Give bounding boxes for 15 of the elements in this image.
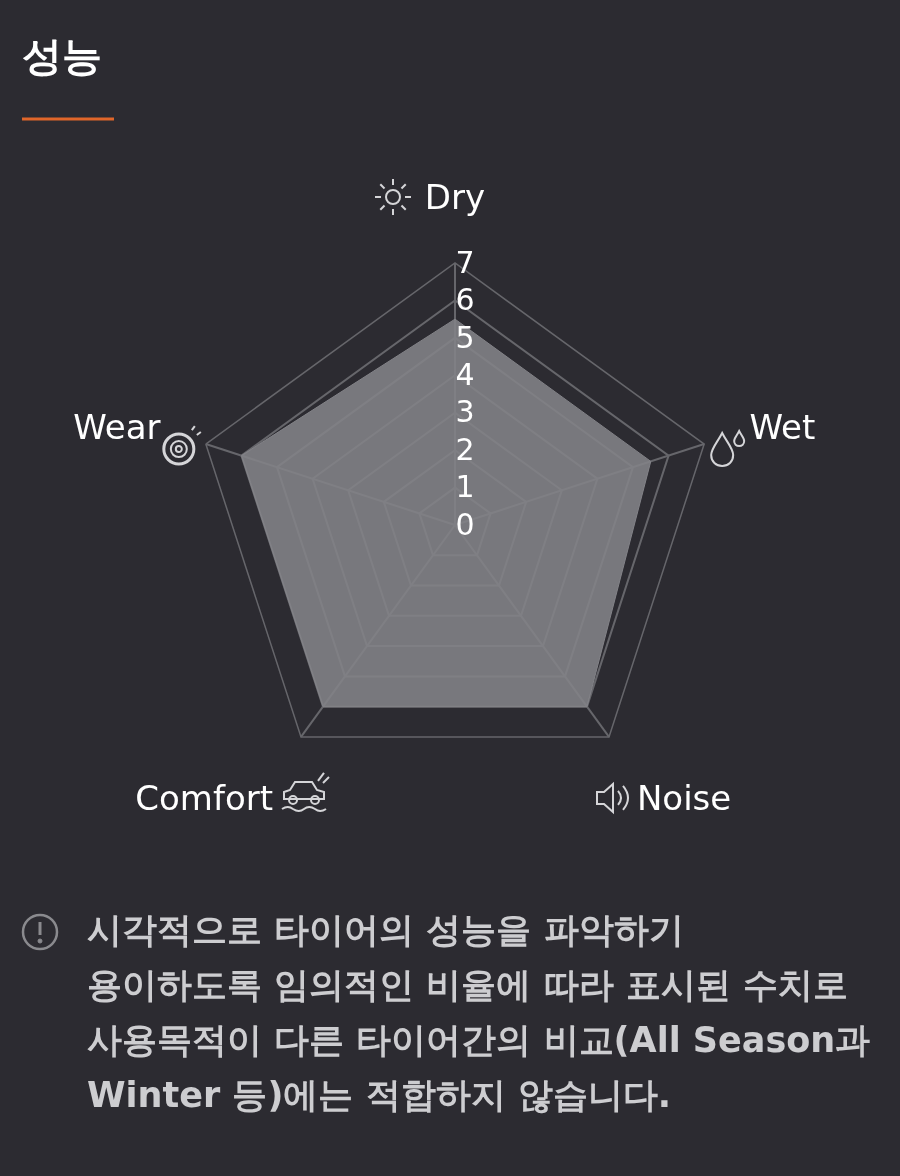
y-tick-label: 7	[455, 244, 475, 280]
spoke-label: Noise	[636, 777, 732, 818]
text: 시각적으로 타이어의 성능을 파악하기 용이하도록 임의적인 비율에 따라 표시된 수치로 사용목적이 다른 타이어간의 비교(All Season과 Winter 등)에는 적합하지 않습니다.	[87, 910, 871, 1115]
y-tick-label: 3	[455, 394, 475, 430]
spoke-label: Dry	[424, 176, 486, 217]
y-tick-label: 0	[455, 506, 475, 542]
y-tick-label: 4	[455, 357, 475, 393]
spoke-label: Wet	[749, 406, 816, 447]
y-tick-label: 1	[455, 469, 475, 505]
y-tick-label: 2	[455, 431, 475, 467]
y-tick-label: 6	[455, 282, 475, 318]
spoke-label: Wear	[73, 406, 161, 447]
y-tick-label: 5	[455, 319, 475, 355]
spoke-label: Comfort	[135, 777, 274, 818]
chart-title: 성능	[22, 33, 102, 79]
